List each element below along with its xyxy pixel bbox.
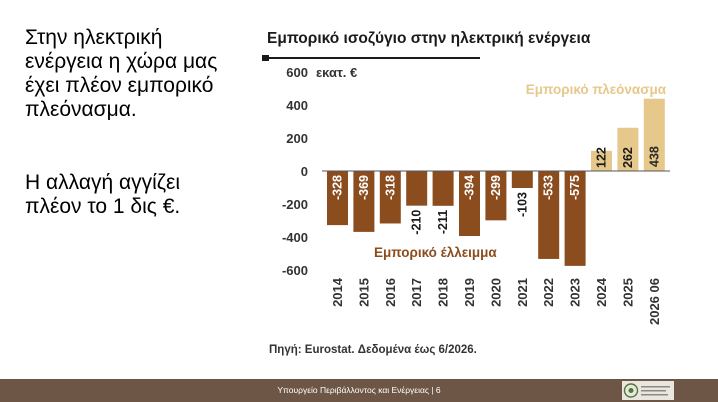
ministry-logo-icon [622, 381, 674, 400]
bar [511, 171, 533, 188]
bar [327, 171, 348, 226]
bar-value-label: -318 [383, 175, 397, 200]
x-tick-label: 2020 [488, 278, 503, 307]
y-tick-label: 600 [286, 65, 308, 80]
bar-value-label: -210 [410, 210, 424, 235]
x-tick-label: 2018 [436, 278, 451, 307]
bar [643, 98, 665, 171]
slide-paragraph-surplus: Στην ηλεκτρική ενέργεια η χώρα μας έχει … [25, 26, 218, 121]
bar [538, 171, 560, 259]
bar-value-label: -211 [436, 210, 450, 234]
bar-value-label: 438 [647, 146, 661, 167]
y-tick-label: 200 [286, 131, 308, 146]
y-tick-label: -600 [282, 263, 308, 278]
x-tick-label: 2021 [515, 278, 530, 307]
x-tick-label: 2024 [594, 277, 609, 307]
bar [432, 171, 454, 206]
x-tick-label: 2017 [409, 278, 424, 307]
bar-value-label: -299 [489, 175, 503, 200]
bar-value-label: -369 [357, 175, 371, 200]
y-tick-label: 400 [286, 98, 308, 113]
x-tick-label: 2014 [330, 277, 345, 307]
x-tick-label: 2016 [383, 278, 398, 307]
slide-paragraph-change: Η αλλαγή αγγίζει πλέον το 1 δις €. [25, 171, 181, 218]
x-tick-label: 2025 [620, 278, 635, 307]
bar-value-label: -328 [331, 175, 345, 200]
y-tick-label: 0 [301, 164, 308, 179]
y-tick-label: -400 [282, 230, 308, 245]
bar-value-label: -533 [542, 175, 556, 200]
y-tick-label: -200 [282, 197, 308, 212]
title-underline-marker [262, 55, 269, 61]
bar-value-label: -575 [568, 175, 582, 200]
x-tick-label: 2026 06 [647, 278, 662, 325]
bar-value-label: 262 [621, 147, 635, 168]
surplus-annotation: Εμπορικό πλεόνασμα [526, 82, 667, 97]
deficit-annotation: Εμπορικό έλλειμμα [374, 245, 497, 260]
bar [406, 171, 428, 206]
slide-text: Στην ηλεκτρική ενέργεια η χώρα μας έχει … [25, 26, 240, 219]
bar [591, 150, 612, 171]
y-unit-label: εκατ. € [316, 65, 357, 80]
footer-bar: Υπουργείο Περιβάλλοντος και Ενέργειας | … [0, 379, 718, 402]
bar [617, 127, 639, 171]
bar [353, 171, 375, 232]
source-note: Πηγή: Eurostat. Δεδομένα έως 6/2026. [269, 344, 477, 356]
x-tick-label: 2019 [462, 278, 477, 307]
x-tick-label: 2022 [541, 278, 556, 307]
bar [485, 171, 507, 221]
bar-value-label: -103 [515, 192, 529, 217]
chart-title: Εμπορικό ισοζύγιο στην ηλεκτρική ενέργει… [267, 30, 591, 47]
bar [459, 171, 480, 237]
x-tick-label: 2015 [356, 278, 371, 307]
bar [564, 171, 586, 266]
title-underline [262, 57, 480, 59]
footer-text: Υπουργείο Περιβάλλοντος και Ενέργειας | … [277, 385, 441, 395]
bar [379, 171, 401, 224]
bar-value-label: 122 [595, 147, 609, 168]
x-tick-label: 2023 [568, 278, 583, 307]
bar-value-label: -394 [463, 175, 477, 200]
